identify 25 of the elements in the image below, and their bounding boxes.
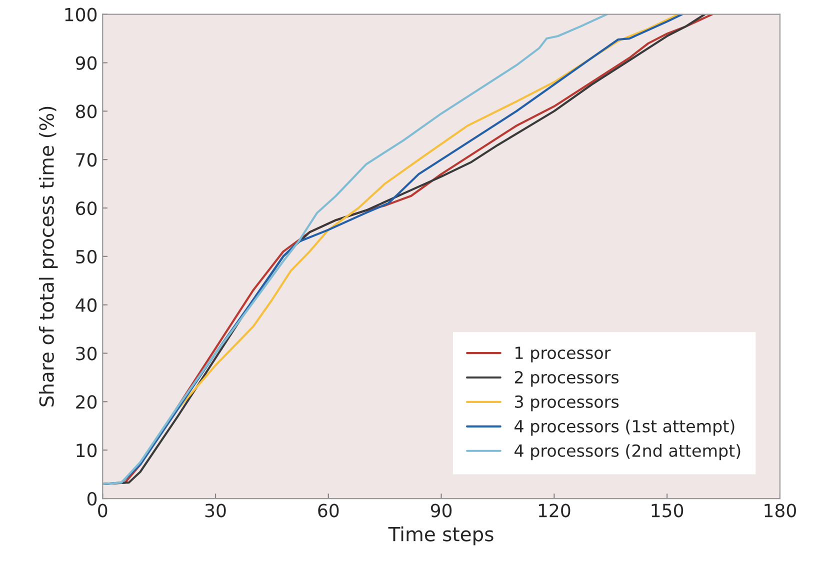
x-tick-label: 60 (318, 504, 339, 518)
x-tick-label: 180 (764, 504, 796, 518)
x-tick-label: 120 (538, 504, 570, 518)
legend-label: 2 processors (514, 370, 619, 387)
x-tick-label: 0 (98, 504, 108, 518)
y-tick-label: 100 (65, 8, 97, 22)
x-axis-title: Time steps (388, 526, 494, 546)
y-tick-label: 60 (76, 201, 97, 216)
y-tick-label: 90 (76, 56, 97, 70)
y-tick-label: 10 (76, 444, 97, 458)
legend-label: 1 processor (516, 346, 611, 362)
legend-label: 4 processors (1st attempt) (514, 420, 734, 436)
y-tick-label: 50 (76, 250, 97, 264)
y-tick-label: 0 (87, 492, 97, 506)
x-tick-label: 30 (205, 504, 226, 518)
x-tick-label: 90 (430, 504, 452, 518)
legend-label: 4 processors (2nd attempt) (514, 444, 740, 460)
y-tick-label: 70 (76, 153, 97, 167)
y-tick-label: 40 (76, 298, 97, 312)
y-tick-label: 80 (76, 104, 97, 118)
y-tick-label: 30 (76, 346, 97, 360)
y-axis-title: Share of total process time (%) (38, 106, 58, 406)
x-tick-label: 150 (652, 504, 684, 518)
y-tick-label: 20 (76, 395, 97, 409)
legend-label: 3 processors (514, 395, 619, 412)
